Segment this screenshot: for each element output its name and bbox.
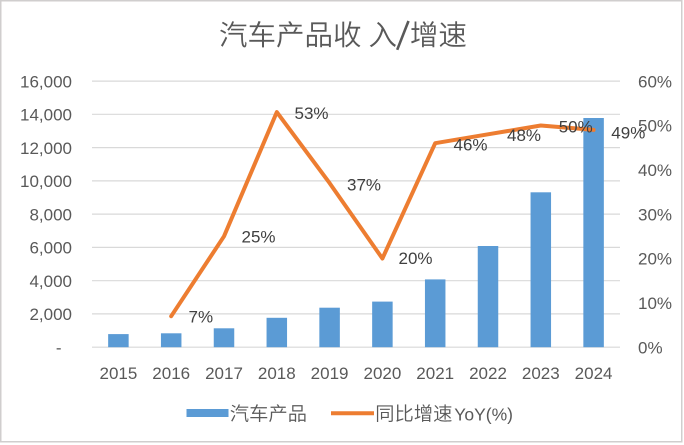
svg-text:50%: 50% bbox=[559, 118, 593, 137]
svg-text:2022: 2022 bbox=[469, 364, 507, 383]
svg-text:2020: 2020 bbox=[363, 364, 401, 383]
svg-text:20%: 20% bbox=[399, 249, 433, 268]
svg-text:8,000: 8,000 bbox=[29, 205, 72, 224]
svg-text:4,000: 4,000 bbox=[29, 272, 72, 291]
svg-text:12,000: 12,000 bbox=[20, 139, 72, 158]
svg-text:20%: 20% bbox=[638, 250, 672, 269]
svg-text:2023: 2023 bbox=[522, 364, 560, 383]
svg-text:2018: 2018 bbox=[258, 364, 296, 383]
svg-text:2021: 2021 bbox=[416, 364, 454, 383]
svg-text:YoY(%): YoY(%) bbox=[454, 405, 513, 425]
svg-text:2024: 2024 bbox=[575, 364, 613, 383]
svg-text:7%: 7% bbox=[189, 307, 214, 326]
svg-text:53%: 53% bbox=[295, 104, 329, 123]
svg-text:30%: 30% bbox=[638, 205, 672, 224]
svg-text:37%: 37% bbox=[347, 176, 381, 195]
svg-text:2,000: 2,000 bbox=[29, 305, 72, 324]
svg-text:16,000: 16,000 bbox=[20, 72, 72, 91]
svg-text:46%: 46% bbox=[454, 136, 488, 155]
svg-text:2015: 2015 bbox=[99, 364, 137, 383]
svg-text:50%: 50% bbox=[638, 117, 672, 136]
svg-text:10,000: 10,000 bbox=[20, 172, 72, 191]
svg-text:40%: 40% bbox=[638, 161, 672, 180]
svg-text:14,000: 14,000 bbox=[20, 106, 72, 125]
svg-text:2016: 2016 bbox=[152, 364, 190, 383]
svg-text:2017: 2017 bbox=[205, 364, 243, 383]
svg-text:6,000: 6,000 bbox=[29, 239, 72, 258]
svg-text:0%: 0% bbox=[638, 338, 663, 357]
svg-text:49%: 49% bbox=[611, 124, 645, 143]
svg-text:10%: 10% bbox=[638, 294, 672, 313]
svg-text:2019: 2019 bbox=[311, 364, 349, 383]
svg-text:25%: 25% bbox=[242, 228, 276, 247]
svg-text:48%: 48% bbox=[507, 126, 541, 145]
svg-text:60%: 60% bbox=[638, 72, 672, 91]
svg-text:-: - bbox=[56, 338, 62, 357]
